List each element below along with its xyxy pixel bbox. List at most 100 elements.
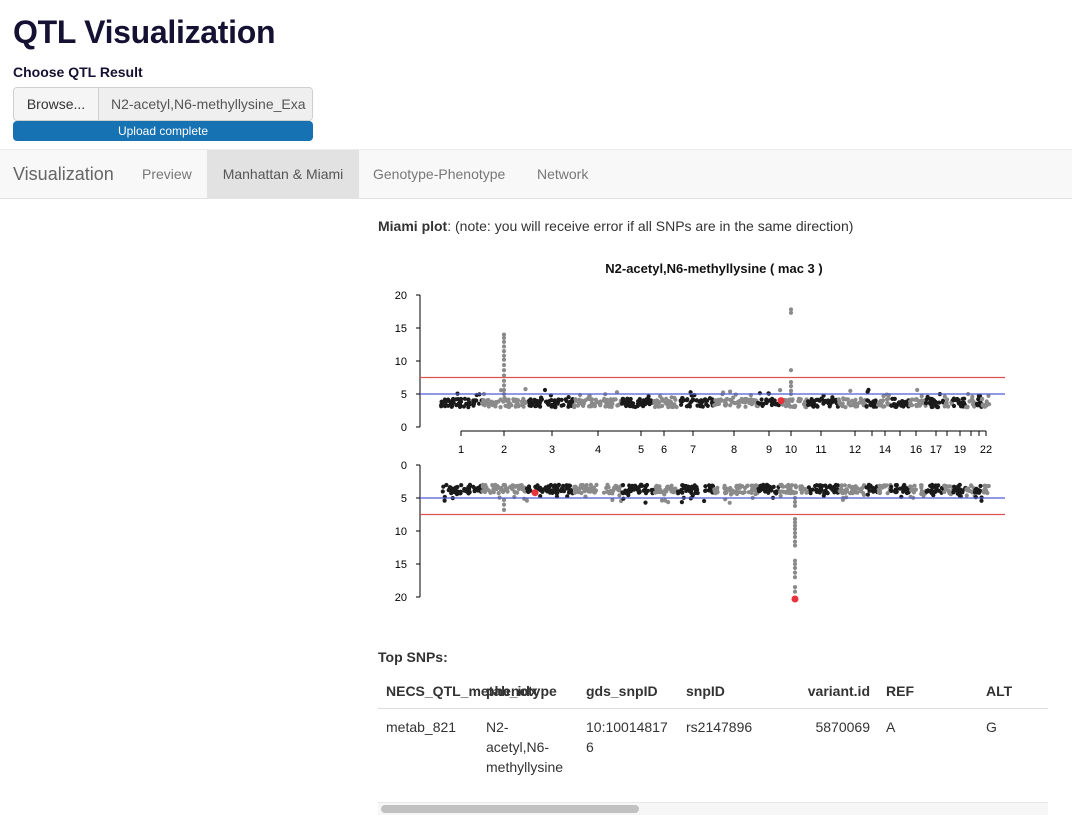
snp-point-bottom (712, 487, 717, 492)
x-tick-label-chr-3: 3 (549, 444, 555, 456)
snp-point-bottom (466, 491, 471, 496)
snp-point-top (893, 404, 898, 409)
bottom-y-tick-label: 15 (395, 559, 407, 571)
snp-point-bottom (969, 484, 974, 489)
top-snps-label: Top SNPs: (378, 649, 448, 665)
x-tick-label-chr-5: 5 (638, 444, 644, 456)
top-y-tick-label: 5 (401, 389, 407, 401)
snp-point-top (769, 399, 774, 404)
snp-point-bottom (979, 498, 984, 503)
snp-point-bottom (872, 487, 877, 492)
upload-status: Upload complete (117, 124, 209, 138)
snp-point-top (902, 400, 907, 405)
snp-point-top (503, 397, 508, 402)
snp-point-bottom (565, 486, 570, 491)
snp-point-bottom (643, 500, 648, 505)
snp-point-bottom (490, 483, 495, 488)
snp-point-top (598, 401, 603, 406)
snp-point-bottom (627, 487, 632, 492)
file-upload-input[interactable]: Browse... N2-acetyl,N6-methyllysine_Exa (13, 87, 313, 121)
snp-point-top (625, 396, 630, 401)
snp-point-bottom (850, 487, 855, 493)
snp-point-top (976, 396, 981, 401)
tab-preview[interactable]: Preview (142, 166, 192, 182)
col-header-metab-idx[interactable]: NECS_QTL_metab_idx (378, 675, 538, 709)
snp-point-bottom (621, 496, 626, 501)
snp-point-top (529, 403, 534, 408)
tab-manhattan-miami[interactable]: Manhattan & Miami (207, 150, 359, 198)
x-tick-label-chr-6: 6 (661, 444, 667, 456)
snp-point-top (830, 398, 835, 403)
snp-point-top (614, 390, 620, 395)
horizontal-scrollbar[interactable] (378, 802, 1048, 815)
snp-point-top (735, 400, 740, 405)
snp-point-bottom (713, 490, 718, 495)
snp-point-top (688, 400, 693, 405)
snp-point-bottom (558, 488, 564, 494)
snp-point-top (456, 401, 461, 406)
snp-point-top (458, 397, 463, 402)
snp-point-bottom (522, 489, 527, 494)
snp-point-bottom (703, 488, 708, 493)
snp-point-top (471, 398, 476, 403)
snp-point-bottom (446, 488, 451, 493)
file-name-field[interactable]: N2-acetyl,N6-methyllysine_Exa (99, 88, 312, 120)
col-header-variant-id[interactable]: variant.id (778, 675, 878, 709)
snp-point-bottom (513, 484, 518, 489)
snp-point-top (722, 398, 727, 403)
highlight-snp-bottom (791, 595, 799, 603)
snp-peak-top-chr-2 (501, 373, 507, 378)
snp-peak-top-chr-2 (501, 349, 507, 354)
snp-point-bottom (866, 482, 871, 487)
snp-point-bottom (847, 483, 852, 488)
snp-point-top (589, 400, 594, 406)
x-tick-label-chr-8: 8 (731, 444, 737, 456)
snp-peak-top-chr-2 (501, 344, 507, 349)
snp-point-top (444, 398, 449, 403)
snp-point-top (915, 387, 920, 393)
snp-point-top (519, 399, 524, 404)
tab-network[interactable]: Network (537, 166, 589, 182)
snp-point-bottom (525, 486, 530, 491)
col-header-ref[interactable]: REF (878, 675, 978, 709)
tab-genotype-phenotype[interactable]: Genotype-Phenotype (373, 166, 506, 182)
snp-point-bottom (444, 482, 449, 488)
navbar-brand[interactable]: Visualization (13, 163, 114, 184)
snp-point-bottom (724, 486, 729, 491)
snp-point-bottom (504, 487, 509, 492)
snp-point-top (914, 402, 919, 408)
snp-point-bottom (703, 484, 708, 489)
snp-point-top (821, 393, 826, 398)
snp-point-top (439, 404, 444, 409)
snp-point-bottom (866, 486, 871, 491)
col-header-phenotype[interactable]: phenotype (478, 675, 578, 709)
snp-point-top (836, 397, 841, 402)
snp-point-bottom (545, 486, 550, 491)
snp-point-top (970, 402, 976, 407)
col-header-gds-snpid[interactable]: gds_snpID (578, 675, 678, 709)
snp-point-bottom (565, 494, 570, 499)
snp-point-top (666, 405, 671, 410)
snp-point-bottom (781, 484, 786, 489)
col-header-alt[interactable]: ALT (978, 675, 1048, 709)
scrollbar-thumb[interactable] (381, 805, 639, 813)
snp-point-top (924, 401, 929, 406)
snp-point-top (865, 389, 870, 394)
snp-point-top (886, 396, 891, 401)
snp-point-bottom (793, 483, 798, 488)
snp-peak-top-chr-10 (788, 380, 794, 385)
table-row: metab_821 N2-acetyl,N6-methyllysine 10:1… (378, 709, 1048, 786)
snp-point-bottom (501, 482, 506, 488)
browse-button[interactable]: Browse... (14, 88, 99, 120)
snp-point-top (505, 404, 510, 409)
snp-point-bottom (540, 489, 545, 494)
snp-point-bottom (635, 487, 640, 492)
snp-point-top (439, 399, 444, 404)
snp-point-bottom (909, 488, 914, 493)
snp-point-bottom (782, 490, 787, 495)
col-header-snpid[interactable]: snpID (678, 675, 778, 709)
snp-point-bottom (761, 483, 766, 488)
snp-peak-bottom-chr-10 (792, 499, 798, 505)
snp-point-top (451, 396, 456, 402)
